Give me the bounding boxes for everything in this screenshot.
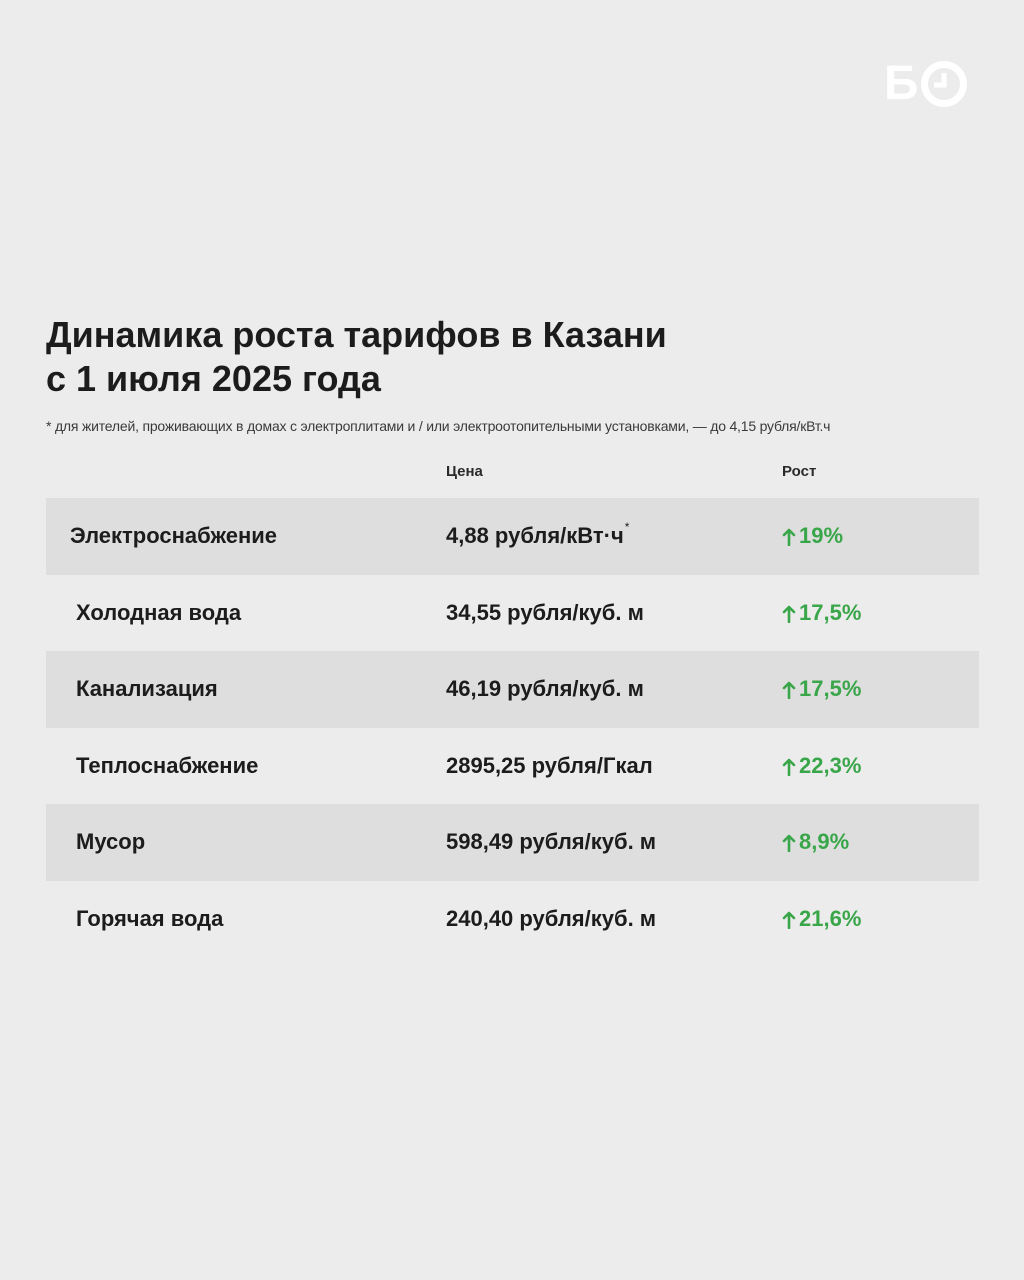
table-row: Холодная вода 34,55 рубля/куб. м 17,5% <box>46 575 979 652</box>
growth-value: 22,3% <box>799 752 862 778</box>
title-line-1: Динамика роста тарифов в Казани <box>46 314 667 355</box>
table-row: Электроснабжение 4,88 рубля/кВт·ч * 19% <box>46 498 979 575</box>
price-value: 598,49 рубля/куб. м <box>446 829 657 855</box>
table-row: Канализация 46,19 рубля/куб. м 17,5% <box>46 651 979 728</box>
arrow-up-icon <box>782 681 796 700</box>
table-row: Мусор 598,49 рубля/куб. м 8,9% <box>46 804 979 881</box>
arrow-up-icon <box>782 911 796 929</box>
arrow-up-icon <box>782 605 796 623</box>
page-title: Динамика роста тарифов в Казани с 1 июля… <box>46 313 946 401</box>
title-line-2: с 1 июля 2025 года <box>46 358 381 399</box>
growth-cell: 17,5% <box>782 651 861 728</box>
clock-icon <box>921 61 967 107</box>
price-value: 4,88 рубля/кВт·ч <box>446 523 624 549</box>
footnote-mark: * <box>624 520 630 535</box>
price-value: 2895,25 рубля/Гкал <box>446 752 653 778</box>
brand-logo: Б <box>884 57 968 110</box>
growth-value: 19% <box>799 523 844 549</box>
service-name: Горячая вода <box>76 905 224 931</box>
price-value: 240,40 рубля/куб. м <box>446 905 657 931</box>
table-row: Горячая вода 240,40 рубля/куб. м 21,6% <box>46 881 979 958</box>
price-value: 46,19 рубля/куб. м <box>446 676 644 702</box>
tariff-table: Электроснабжение 4,88 рубля/кВт·ч * 19% Х… <box>46 498 979 957</box>
service-name: Теплоснабжение <box>76 752 259 778</box>
price-cell: 34,55 рубля/куб. м <box>446 575 644 652</box>
growth-value: 8,9% <box>799 829 850 855</box>
growth-value: 17,5% <box>799 676 862 702</box>
price-value: 34,55 рубля/куб. м <box>446 599 644 625</box>
service-name: Мусор <box>76 829 146 855</box>
price-cell: 598,49 рубля/куб. м <box>446 804 656 881</box>
growth-cell: 21,6% <box>782 881 861 958</box>
growth-cell: 22,3% <box>782 728 861 805</box>
column-header-price: Цена <box>446 463 483 480</box>
service-name: Электроснабжение <box>70 523 278 549</box>
growth-value: 17,5% <box>799 599 862 625</box>
arrow-up-icon <box>782 758 796 776</box>
arrow-up-icon <box>782 528 796 547</box>
growth-cell: 19% <box>782 498 843 575</box>
column-header-growth: Рост <box>782 463 817 480</box>
growth-cell: 8,9% <box>782 804 849 881</box>
table-row: Теплоснабжение 2895,25 рубля/Гкал 22,3% <box>46 728 979 805</box>
logo-letter: Б <box>884 57 918 110</box>
arrow-up-icon <box>782 834 796 853</box>
footnote: * для жителей, проживающих в домах с эле… <box>46 418 831 434</box>
price-cell: 4,88 рубля/кВт·ч * <box>446 498 629 575</box>
price-cell: 46,19 рубля/куб. м <box>446 651 644 728</box>
growth-value: 21,6% <box>799 905 862 931</box>
service-name: Холодная вода <box>76 599 242 625</box>
price-cell: 2895,25 рубля/Гкал <box>446 728 653 805</box>
growth-cell: 17,5% <box>782 575 861 652</box>
service-name: Канализация <box>76 676 218 702</box>
price-cell: 240,40 рубля/куб. м <box>446 881 656 958</box>
